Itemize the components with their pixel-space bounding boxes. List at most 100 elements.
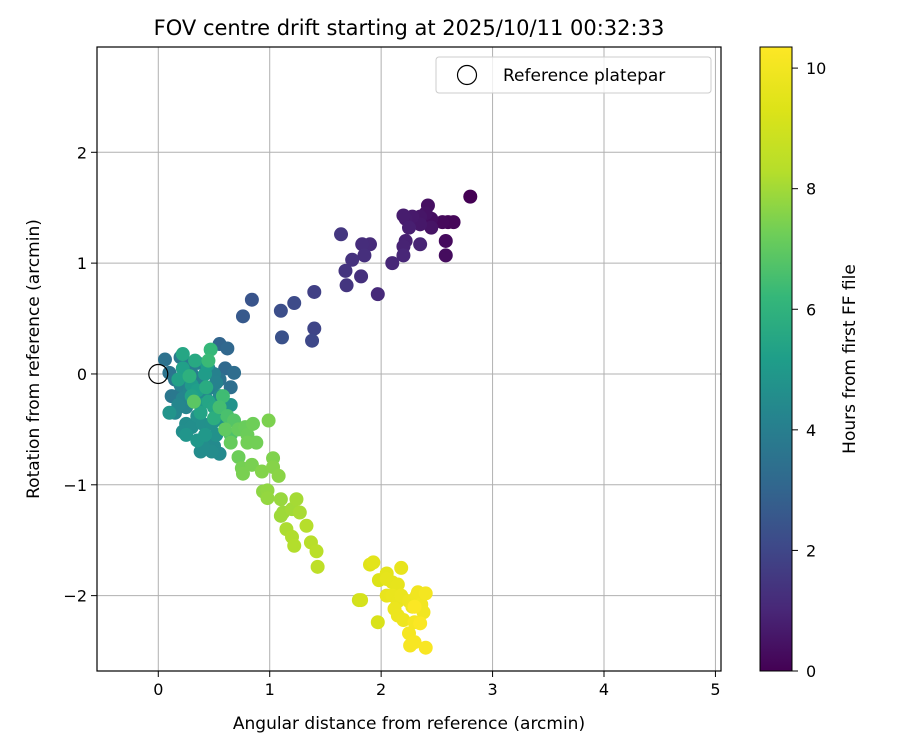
data-point <box>244 292 259 307</box>
data-point <box>370 615 385 630</box>
data-point <box>271 468 286 483</box>
data-point <box>307 321 322 336</box>
data-point <box>231 450 246 465</box>
data-point <box>370 287 385 302</box>
data-point <box>240 435 255 450</box>
data-point <box>418 586 433 601</box>
data-point <box>223 435 238 450</box>
data-point <box>385 256 400 271</box>
data-point <box>424 220 439 235</box>
colorbar-tick-label: 6 <box>806 300 816 319</box>
data-point <box>157 352 172 367</box>
data-point <box>309 544 324 559</box>
data-point <box>287 538 302 553</box>
data-point <box>413 616 428 631</box>
colorbar: 0 2 4 6 8 10 Hours from first FF file <box>759 46 860 681</box>
x-tick-label: 0 <box>153 680 163 699</box>
data-point <box>307 284 322 299</box>
data-point <box>354 593 369 608</box>
data-point <box>254 464 269 479</box>
y-tick-label: −2 <box>63 587 87 606</box>
data-point <box>334 227 349 242</box>
reference-platepar-marker <box>148 363 169 385</box>
data-point <box>299 518 314 533</box>
data-point <box>246 416 260 431</box>
data-point <box>394 560 409 575</box>
data-point <box>438 248 453 263</box>
data-point <box>203 342 218 357</box>
data-point <box>244 457 259 472</box>
reference-marker-layer <box>148 363 169 385</box>
data-point <box>171 372 186 387</box>
data-point <box>390 577 405 592</box>
x-tick-label: 1 <box>265 680 275 699</box>
data-point <box>198 427 213 442</box>
y-axis-ticks: −2 −1 0 1 2 <box>63 143 97 606</box>
data-point <box>366 555 381 570</box>
data-point <box>407 635 422 650</box>
data-point <box>338 263 353 278</box>
legend-entry-reference: Reference platepar <box>503 66 665 86</box>
data-point <box>396 613 411 628</box>
grid <box>97 47 721 671</box>
data-point <box>207 411 221 426</box>
x-tick-label: 4 <box>599 680 609 699</box>
data-point <box>220 341 235 356</box>
y-tick-label: 2 <box>77 143 87 162</box>
colorbar-tick-label: 10 <box>806 59 826 78</box>
data-point <box>273 303 288 318</box>
data-point <box>407 599 422 614</box>
data-point <box>162 405 177 420</box>
data-point <box>446 215 461 230</box>
data-point <box>215 389 230 404</box>
data-point <box>292 505 307 520</box>
data-point <box>179 427 194 442</box>
data-point <box>193 405 208 420</box>
data-point <box>463 189 478 204</box>
legend-marker-reference <box>456 64 478 86</box>
data-point <box>201 353 216 368</box>
data-point <box>418 640 433 655</box>
plot-frame <box>96 46 722 672</box>
data-point <box>227 365 242 380</box>
data-point <box>402 220 416 235</box>
data-point <box>435 215 450 230</box>
x-tick-label: 5 <box>710 680 720 699</box>
x-tick-label: 3 <box>487 680 497 699</box>
colorbar-gradient <box>759 46 793 672</box>
x-axis-label: Angular distance from reference (arcmin) <box>233 714 585 734</box>
data-point <box>261 413 276 428</box>
data-point <box>182 369 197 384</box>
data-point <box>188 353 203 368</box>
data-point <box>274 330 289 345</box>
data-point <box>273 508 288 523</box>
data-point <box>186 394 201 409</box>
data-point <box>339 278 354 293</box>
colorbar-ticks: 0 2 4 6 8 10 <box>792 59 826 681</box>
legend-box <box>435 56 712 94</box>
data-point <box>289 492 304 507</box>
x-tick-label: 2 <box>376 680 386 699</box>
colorbar-tick-label: 4 <box>806 421 816 440</box>
data-point <box>310 559 325 574</box>
data-point <box>345 252 360 267</box>
y-tick-label: 1 <box>77 254 87 273</box>
colorbar-tick-label: 2 <box>806 541 816 560</box>
data-point <box>438 233 453 248</box>
data-point <box>175 347 190 362</box>
data-point <box>287 296 302 311</box>
data-point <box>355 237 370 252</box>
data-point <box>305 333 320 348</box>
chart-title: FOV centre drift starting at 2025/10/11 … <box>154 16 665 40</box>
data-point <box>260 491 275 506</box>
data-point <box>235 309 250 324</box>
data-point <box>235 466 250 481</box>
colorbar-tick-label: 8 <box>806 180 816 199</box>
legend: Reference platepar <box>435 56 712 94</box>
data-point <box>357 248 372 263</box>
data-point <box>218 422 233 437</box>
x-axis-ticks: 0 1 2 3 4 5 <box>153 671 721 699</box>
y-axis-label: Rotation from reference (arcmin) <box>24 219 44 499</box>
data-point <box>354 269 369 284</box>
